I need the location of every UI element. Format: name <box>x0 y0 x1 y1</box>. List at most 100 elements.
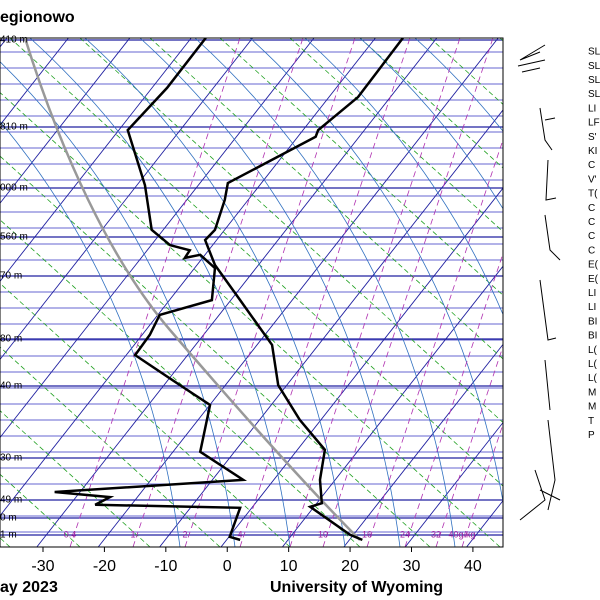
station-label: C <box>588 231 595 242</box>
mixing-ratio-label: 10 <box>318 529 328 539</box>
height-label: 80 m <box>0 334 22 345</box>
x-tick-label: -20 <box>93 558 116 575</box>
moist-adiabat <box>0 120 181 547</box>
dry-adiabat <box>0 346 221 547</box>
mixing-ratio-label: 4 <box>237 529 242 539</box>
moist-adiabat <box>29 38 291 547</box>
station-label: LI <box>588 302 596 313</box>
isotherm <box>0 38 131 204</box>
temperature-line <box>203 38 404 542</box>
dewpoint-line <box>54 38 248 542</box>
date-label: ay 2023 <box>0 579 58 596</box>
station-label: BI <box>588 331 597 342</box>
station-label: KI <box>588 146 597 157</box>
isotherm <box>0 38 253 361</box>
mixing-ratio-label: 16 <box>362 529 372 539</box>
x-tick-label: 10 <box>280 558 298 575</box>
x-tick-label: 0 <box>223 558 232 575</box>
station-label: T( <box>588 189 598 200</box>
source: University of Wyoming <box>270 579 443 596</box>
isotherm <box>0 38 192 283</box>
height-label: 810 m <box>0 122 28 133</box>
isotherm <box>404 421 503 547</box>
x-tick-label: -30 <box>31 558 54 575</box>
parcel-path <box>23 38 361 541</box>
mixing-ratio-line <box>184 38 356 547</box>
station-label: LI <box>588 103 596 114</box>
isotherm <box>343 343 503 547</box>
moist-adiabat <box>139 38 401 547</box>
mixing-ratio-label: 2 <box>182 529 187 539</box>
station-label: LF <box>588 118 600 129</box>
isotherm <box>0 38 376 517</box>
mixing-ratio-line <box>435 345 503 547</box>
isotherm <box>0 38 8 48</box>
moist-adiabat <box>304 38 503 316</box>
station-label: SL <box>588 47 600 58</box>
station-label: BI <box>588 316 597 327</box>
station-label: LI <box>588 288 596 299</box>
moist-adiabat <box>359 38 503 210</box>
station-label: T <box>588 416 594 427</box>
moist-adiabat <box>194 38 456 547</box>
isotherm <box>0 38 315 439</box>
wind-barbs <box>517 44 561 521</box>
dry-adiabat <box>359 38 503 169</box>
isotherm <box>0 38 69 126</box>
moist-adiabat <box>0 61 236 547</box>
height-label: 49 m <box>0 495 22 506</box>
dry-adiabat <box>0 155 431 547</box>
mixing-ratio-label: 0.4 <box>64 529 77 539</box>
dry-adiabat <box>429 38 503 105</box>
dry-adiabat <box>0 473 81 547</box>
station-label: SL <box>588 75 600 86</box>
station-label: P <box>588 430 595 441</box>
mixing-ratio-line <box>322 38 494 547</box>
station-label: L( <box>588 345 598 356</box>
height-label: 1 m <box>0 530 17 541</box>
dry-adiabat <box>219 38 503 296</box>
height-label: 70 m <box>0 271 22 282</box>
height-label: 000 m <box>0 183 28 194</box>
x-tick-label: 30 <box>403 558 421 575</box>
height-label: 0 m <box>0 513 17 524</box>
height-label: 560 m <box>0 232 28 243</box>
station-label: C <box>588 160 595 171</box>
dry-adiabat <box>0 91 501 547</box>
mixing-ratio-label: 40g/kg <box>448 529 475 539</box>
station-label: V' <box>588 174 597 185</box>
dry-adiabat <box>149 38 503 360</box>
station-label: C <box>588 217 595 228</box>
mixing-ratio-line <box>239 38 411 547</box>
height-label: 30 m <box>0 453 22 464</box>
station-label: E( <box>588 274 599 285</box>
station-label: C <box>588 245 595 256</box>
station-label: S' <box>588 132 597 143</box>
x-tick-label: -10 <box>154 558 177 575</box>
dry-adiabat <box>499 38 503 42</box>
station-label: C <box>588 203 595 214</box>
dry-adiabat <box>0 410 151 547</box>
station-label: M <box>588 387 596 398</box>
x-tick-label: 20 <box>341 558 359 575</box>
moist-adiabat <box>249 38 503 504</box>
dry-adiabat <box>0 282 291 547</box>
mixing-ratio-label: 32 <box>431 529 441 539</box>
moist-adiabat <box>84 38 346 547</box>
x-tick-label: 40 <box>464 558 482 575</box>
isotherm <box>466 499 503 547</box>
station-label: SL <box>588 89 600 100</box>
plot-frame <box>0 37 504 548</box>
isotherm <box>36 38 438 547</box>
isotherm <box>282 265 503 547</box>
station-label: L( <box>588 373 598 384</box>
station-label: M <box>588 402 596 413</box>
dry-adiabat <box>9 38 503 487</box>
dry-adiabat <box>0 219 361 547</box>
mixing-ratio-label: 24 <box>400 529 410 539</box>
moist-adiabat <box>414 38 503 132</box>
isotherm <box>220 187 503 547</box>
mixing-ratio-line <box>366 138 503 547</box>
mixing-ratio-label: 7 <box>287 529 292 539</box>
